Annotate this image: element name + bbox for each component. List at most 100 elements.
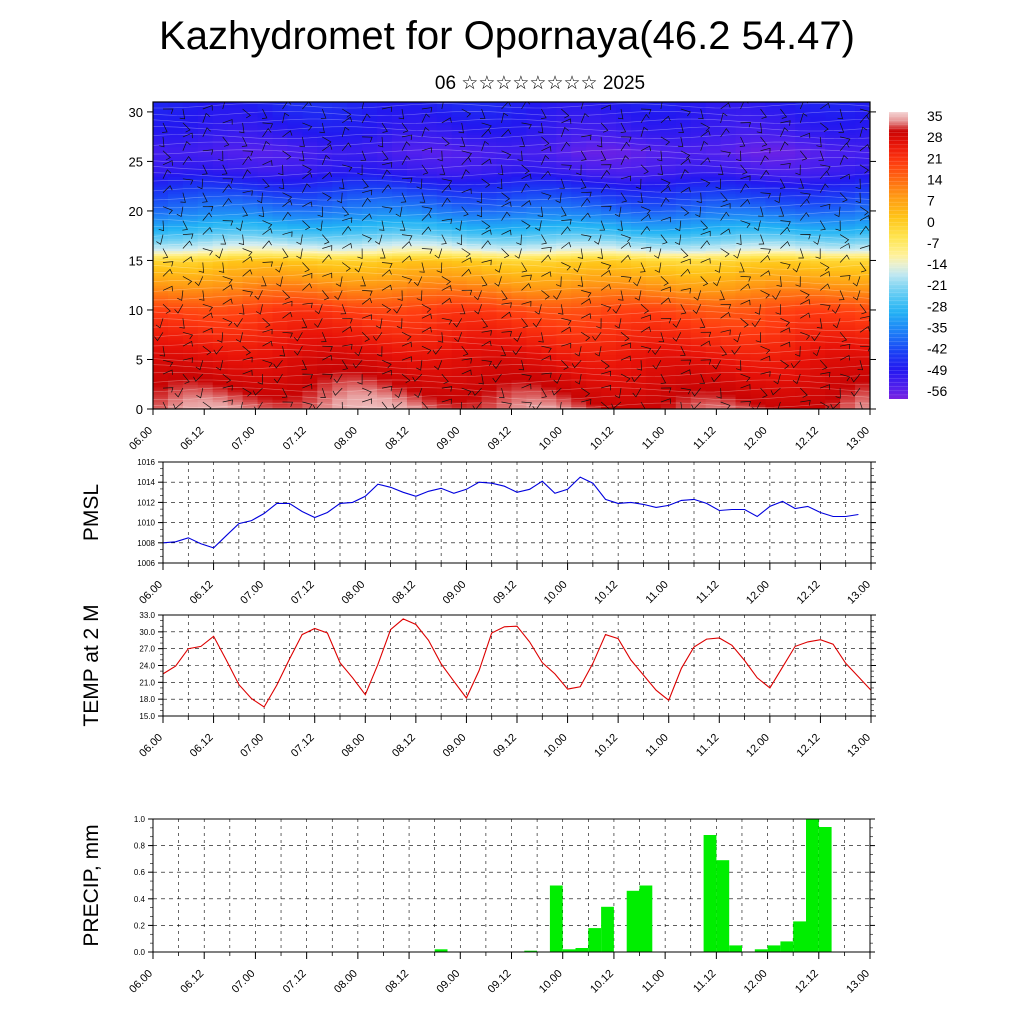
heatmap-cell xyxy=(720,131,737,135)
heatmap-cell xyxy=(406,389,423,393)
heatmap-cell xyxy=(421,198,438,202)
heatmap-cell xyxy=(496,282,513,286)
heatmap-cell xyxy=(272,347,289,351)
heatmap-cell xyxy=(645,384,662,388)
heatmap-cell xyxy=(406,111,423,115)
heatmap-cell xyxy=(496,149,513,153)
heatmap-cell xyxy=(541,243,557,247)
heatmap-cell xyxy=(601,309,617,314)
heatmap-cell xyxy=(302,193,318,197)
heatmap-cell xyxy=(526,218,542,222)
heatmap-cell xyxy=(496,233,513,237)
heatmap-cell xyxy=(511,116,528,120)
heatmap-cell xyxy=(571,389,587,393)
heatmap-cell xyxy=(496,151,513,155)
heatmap-cell xyxy=(466,243,483,247)
heatmap-cell xyxy=(586,384,602,388)
heatmap-cell xyxy=(750,332,767,336)
heatmap-cell xyxy=(481,220,498,224)
heatmap-cell xyxy=(451,357,468,361)
heatmap-cell xyxy=(436,215,453,219)
heatmap-cell xyxy=(466,329,483,333)
heatmap-cell xyxy=(556,347,572,351)
heatmap-cell xyxy=(526,153,542,158)
heatmap-cell xyxy=(675,149,692,153)
heatmap-cell xyxy=(496,141,513,145)
heatmap-cell xyxy=(690,183,707,187)
heatmap-cell xyxy=(317,144,333,148)
heatmap-cell xyxy=(257,401,274,405)
heatmap-cell xyxy=(451,233,468,237)
heatmap-cell xyxy=(601,153,617,158)
heatmap-cell xyxy=(332,361,348,366)
heatmap-cell xyxy=(153,265,169,269)
heatmap-cell xyxy=(287,173,303,177)
heatmap-cell xyxy=(705,134,722,138)
heatmap-cell xyxy=(631,374,647,378)
heatmap-cell xyxy=(496,171,513,175)
heatmap-cell xyxy=(287,260,303,264)
heatmap-cell xyxy=(720,359,737,363)
heatmap-cell xyxy=(227,307,244,311)
heatmap-cell xyxy=(347,109,363,113)
heatmap-cell xyxy=(197,111,214,115)
heatmap-cell xyxy=(182,156,199,160)
heatmap-cell xyxy=(212,292,229,296)
heatmap-cell xyxy=(526,161,542,165)
heatmap-cell xyxy=(347,376,363,380)
heatmap-cell xyxy=(392,171,408,175)
heatmap-cell xyxy=(377,129,393,133)
heatmap-cell xyxy=(526,104,542,108)
heatmap-cell xyxy=(362,178,378,182)
heatmap-cell xyxy=(347,344,363,348)
heatmap-cell xyxy=(601,295,617,299)
heatmap-cell xyxy=(660,404,677,408)
heatmap-cell xyxy=(227,305,244,309)
heatmap-cell xyxy=(660,151,677,155)
heatmap-cell xyxy=(377,314,393,318)
heatmap-cell xyxy=(526,198,542,202)
heatmap-cell xyxy=(392,344,408,348)
heatmap-cell xyxy=(660,399,677,403)
heatmap-cell xyxy=(197,156,214,160)
heatmap-cell xyxy=(436,102,453,106)
heatmap-cell xyxy=(272,312,289,316)
heatmap-cell xyxy=(586,149,602,153)
heatmap-cell xyxy=(660,144,677,148)
heatmap-cell xyxy=(466,223,483,227)
heatmap-cell xyxy=(750,324,767,328)
heatmap-cell xyxy=(720,109,737,113)
heatmap-cell xyxy=(377,116,393,120)
heatmap-cell xyxy=(451,203,468,207)
heatmap-cell xyxy=(675,225,692,229)
heatmap-cell xyxy=(690,364,707,368)
heatmap-cell xyxy=(675,344,692,348)
heatmap-cell xyxy=(705,109,722,113)
heatmap-cell xyxy=(586,329,602,333)
heatmap-cell xyxy=(362,255,378,259)
heatmap-cell xyxy=(347,384,363,388)
heatmap-cell xyxy=(675,369,692,373)
heatmap-cell xyxy=(406,245,423,249)
heatmap-cell xyxy=(451,371,468,375)
heatmap-cell xyxy=(720,344,737,348)
heatmap-cell xyxy=(705,111,722,115)
heatmap-cell xyxy=(631,139,647,143)
heatmap-cell xyxy=(347,317,363,321)
heatmap-cell xyxy=(541,104,557,108)
heatmap-cell xyxy=(167,210,184,215)
heatmap-cell xyxy=(421,166,438,170)
heatmap-cell xyxy=(212,357,229,361)
heatmap-cell xyxy=(272,337,289,341)
heatmap-cell xyxy=(511,186,528,190)
heatmap-cell xyxy=(332,215,348,219)
heatmap-cell xyxy=(287,327,303,331)
heatmap-cell xyxy=(242,282,259,286)
heatmap-cell xyxy=(496,106,513,111)
heatmap-cell xyxy=(586,114,602,118)
heatmap-cell xyxy=(526,364,542,368)
heatmap-cell xyxy=(556,104,572,108)
heatmap-cell xyxy=(496,255,513,259)
heatmap-cell xyxy=(601,253,617,257)
heatmap-cell xyxy=(586,270,602,274)
